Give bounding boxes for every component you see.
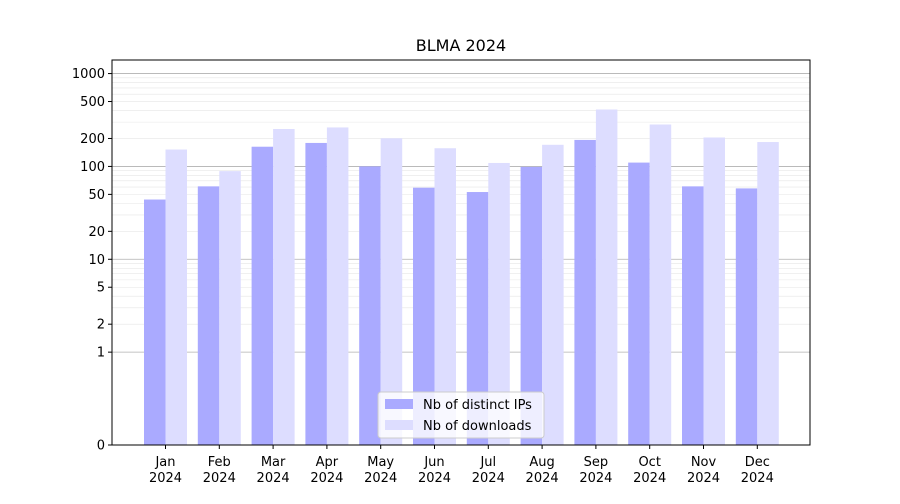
bar-downloads: [326, 127, 349, 446]
bar-distinct-ips: [413, 187, 435, 445]
y-tick-label: 200: [80, 132, 105, 147]
bar-downloads: [165, 149, 187, 445]
y-tick-label: 500: [80, 95, 105, 110]
bar-distinct-ips: [628, 162, 650, 446]
x-tick-label: Dec 2024: [741, 455, 774, 486]
x-tick-label: Aug 2024: [526, 455, 559, 486]
y-tick-label: 50: [88, 188, 105, 203]
y-tick-label: 20: [88, 225, 105, 240]
bar-downloads: [703, 137, 725, 445]
bar-downloads: [595, 109, 618, 446]
x-tick-label: Mar 2024: [257, 455, 290, 486]
bar-downloads: [649, 124, 672, 445]
y-axis: 0 1 2 5 10 20 50 100 200 500 1000: [72, 67, 112, 454]
y-tick-label: 2: [97, 318, 105, 333]
legend-swatch-ips: [385, 399, 413, 409]
bar-distinct-ips: [144, 199, 166, 445]
y-tick-label: 1: [97, 346, 105, 361]
bar-distinct-ips: [359, 166, 381, 446]
bar-distinct-ips: [197, 186, 220, 445]
bar-downloads: [273, 128, 295, 445]
y-tick-label: 1000: [72, 67, 105, 82]
x-tick-label: Nov 2024: [687, 455, 720, 486]
x-tick-label: Apr 2024: [310, 455, 343, 486]
legend-label-ips: Nb of distinct IPs: [423, 398, 532, 413]
y-tick-label: 5: [97, 281, 105, 296]
bars: [144, 109, 779, 446]
bar-downloads: [542, 144, 564, 445]
bar-distinct-ips: [735, 188, 758, 445]
bar-downloads: [380, 138, 403, 445]
bar-downloads: [757, 142, 779, 446]
x-tick-label: Jul 2024: [472, 455, 505, 486]
legend-label-downloads: Nb of downloads: [423, 419, 532, 434]
bar-distinct-ips: [682, 186, 704, 445]
bar-downloads: [434, 148, 456, 446]
bar-distinct-ips: [466, 192, 489, 445]
chart-title: BLMA 2024: [416, 36, 506, 55]
y-tick-label: 0: [97, 439, 105, 454]
bar-downloads: [219, 171, 241, 445]
x-tick-label: Feb 2024: [203, 455, 236, 486]
y-tick-label: 100: [80, 160, 105, 175]
x-tick-label: Oct 2024: [633, 455, 666, 486]
x-tick-label: Jan 2024: [149, 455, 182, 486]
y-tick-label: 10: [88, 253, 105, 268]
plot-frame: [111, 59, 811, 446]
legend: Nb of distinct IPs Nb of downloads: [377, 391, 545, 439]
bar-distinct-ips: [305, 142, 327, 445]
bar-downloads: [488, 162, 510, 446]
x-tick-label: Jun 2024: [418, 455, 451, 486]
x-tick-label: Sep 2024: [579, 455, 612, 486]
bar-distinct-ips: [574, 139, 596, 445]
bar-distinct-ips: [251, 146, 274, 446]
x-axis: Jan 2024 Feb 2024 Mar 2024 Apr 2024 May 2024 Jun 20…: [149, 445, 774, 486]
x-tick-label: May 2024: [364, 455, 397, 486]
bar-distinct-ips: [520, 166, 543, 445]
legend-swatch-downloads: [385, 420, 413, 430]
legend-box: [377, 391, 545, 439]
